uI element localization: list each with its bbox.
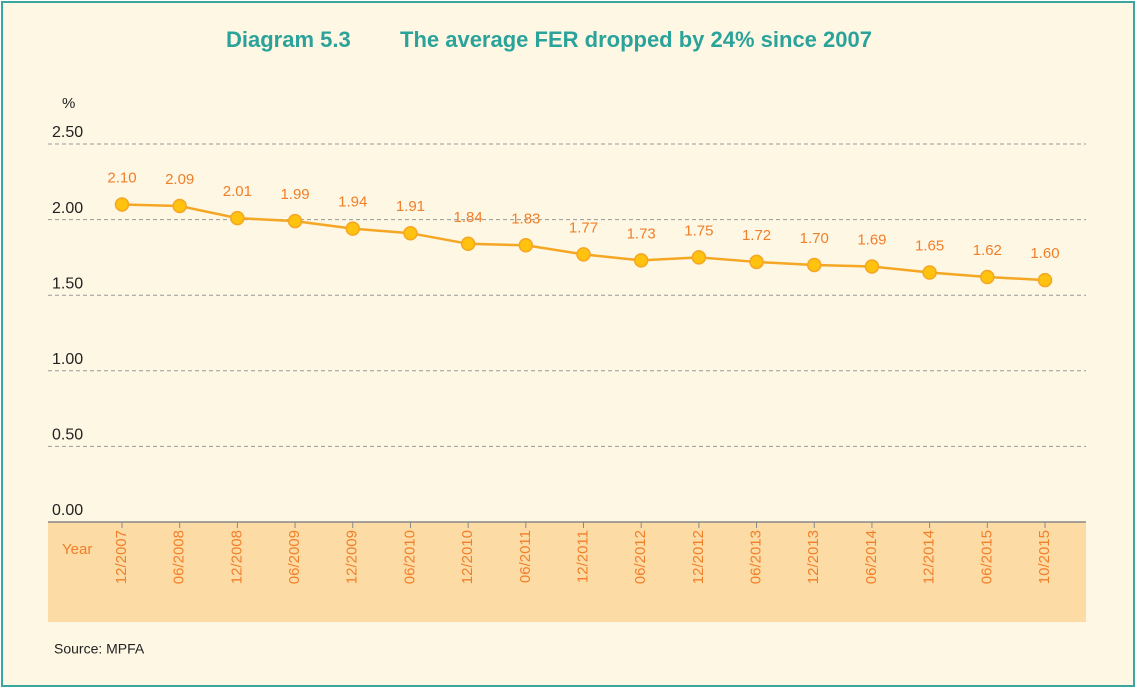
x-tick-label: 12/2014	[921, 530, 938, 584]
y-tick-label: 2.50	[52, 124, 83, 141]
x-tick-label: 06/2009	[286, 530, 303, 584]
y-tick-label: 0.50	[52, 427, 83, 444]
marker	[807, 257, 822, 273]
source-note: Source: MPFA	[54, 641, 145, 657]
x-tick-label: 06/2015	[978, 530, 995, 584]
y-tick-label: 0.00	[52, 502, 83, 519]
x-tick-label: 06/2012	[632, 530, 649, 584]
y-axis-label: %	[62, 95, 75, 112]
x-tick-label: 12/2007	[113, 530, 130, 584]
data-label: 2.09	[165, 171, 194, 188]
data-label: 1.62	[973, 242, 1002, 259]
marker	[518, 238, 534, 253]
data-label: 1.69	[857, 231, 886, 248]
x-tick-label: 12/2011	[574, 530, 591, 583]
x-tick-label: 12/2012	[690, 530, 707, 584]
data-label: 1.70	[800, 230, 829, 247]
marker	[172, 198, 187, 214]
x-tick-label: 06/2013	[748, 530, 765, 584]
y-tick-label: 1.00	[52, 351, 83, 368]
data-label: 1.94	[338, 194, 367, 211]
x-tick-label: 06/2008	[171, 530, 188, 584]
marker	[633, 253, 649, 268]
x-tick-label: 12/2009	[344, 530, 361, 584]
y-tick-label: 1.50	[52, 275, 83, 292]
x-tick-label: 12/2008	[228, 530, 245, 584]
marker	[403, 225, 418, 241]
marker	[980, 269, 995, 285]
data-label: 1.91	[396, 198, 425, 215]
data-label: 1.77	[569, 219, 598, 236]
x-tick-label: 12/2013	[805, 530, 822, 584]
marker	[114, 197, 130, 212]
y-tick-label: 2.00	[52, 200, 83, 217]
marker	[287, 213, 303, 229]
marker	[749, 254, 764, 270]
x-tick-label: 10/2015	[1036, 530, 1053, 584]
marker	[576, 247, 591, 262]
data-label: 1.83	[511, 210, 540, 227]
x-tick-label: 12/2010	[459, 530, 476, 584]
data-label: 1.84	[454, 209, 483, 226]
data-label: 2.01	[223, 183, 252, 200]
data-label: 1.75	[684, 222, 713, 239]
data-label: 1.99	[280, 186, 309, 203]
data-label: 1.73	[627, 225, 656, 242]
marker	[1037, 272, 1053, 288]
marker	[345, 221, 360, 236]
marker	[230, 210, 245, 226]
chart-title: The average FER dropped by 24% since 200…	[400, 27, 872, 52]
marker	[460, 236, 476, 252]
chart-label: Diagram 5.3	[226, 27, 351, 52]
marker	[691, 250, 707, 265]
x-axis-label: Year	[62, 541, 92, 558]
x-tick-label: 06/2014	[863, 530, 880, 584]
data-label: 1.72	[742, 227, 771, 244]
data-label: 1.65	[915, 237, 944, 254]
x-tick-label: 06/2011	[517, 530, 534, 583]
data-label: 2.10	[107, 169, 136, 186]
x-axis-band	[48, 522, 1086, 622]
marker	[864, 259, 880, 274]
x-tick-label: 06/2010	[401, 530, 418, 584]
marker	[922, 265, 937, 280]
data-label: 1.60	[1030, 245, 1059, 262]
